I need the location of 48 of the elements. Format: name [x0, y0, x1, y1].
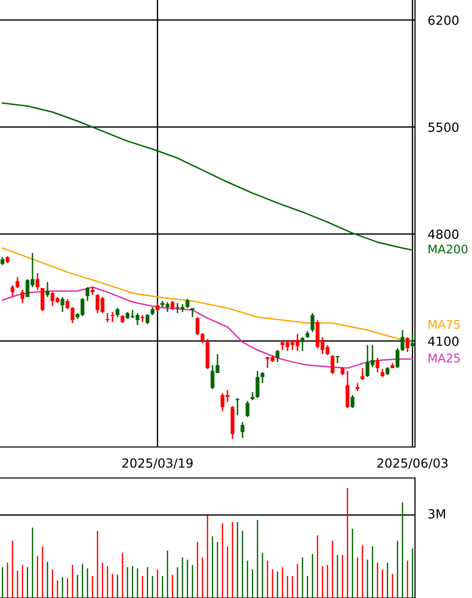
candlestick [410, 332, 414, 349]
candlestick [60, 296, 64, 313]
candlestick [406, 336, 410, 353]
candlestick [300, 336, 304, 352]
ref-line-label: 3M [428, 509, 446, 519]
candlestick [16, 276, 20, 289]
line-series [2, 102, 414, 251]
candlestick [276, 349, 280, 363]
candlestick [376, 357, 380, 373]
x-tick-label: 2025/06/03 [377, 458, 448, 469]
candlestick [106, 312, 110, 323]
candlestick [156, 302, 160, 313]
candlestick [240, 421, 244, 439]
candlestick [146, 313, 150, 325]
candlestick [190, 307, 194, 318]
x-tick-label: 2025/03/19 [122, 458, 193, 469]
candlestick [86, 286, 90, 302]
candlestick [186, 298, 190, 309]
candlestick [116, 307, 120, 318]
candlestick [66, 298, 70, 310]
candlestick [20, 289, 24, 304]
candlestick [36, 272, 40, 291]
candlestick [196, 316, 200, 336]
candlestick [350, 394, 354, 409]
series-label: MA25 [428, 354, 460, 363]
candlestick [10, 284, 14, 297]
candlestick [310, 312, 314, 333]
candlestick [346, 370, 350, 409]
candlestick [70, 306, 74, 324]
candlestick [236, 397, 240, 416]
candlestick [360, 367, 364, 381]
series-label: MA75 [428, 320, 460, 329]
candlestick [396, 347, 400, 369]
candlestick [246, 400, 250, 418]
y-tick-label: 5500 [428, 122, 458, 132]
candlestick [256, 370, 260, 399]
candlestick [110, 311, 114, 323]
candlestick [400, 329, 404, 352]
candlestick [330, 354, 334, 375]
series-label: MA200 [428, 244, 468, 254]
y-tick-label: 4800 [428, 230, 458, 239]
candlestick [46, 281, 50, 298]
candlestick [170, 300, 174, 311]
candlestick [40, 287, 44, 312]
candlestick [200, 332, 204, 344]
y-tick-label: 4100 [428, 336, 458, 346]
y-tick-label: 6200 [428, 16, 458, 25]
candlestick [260, 371, 264, 384]
